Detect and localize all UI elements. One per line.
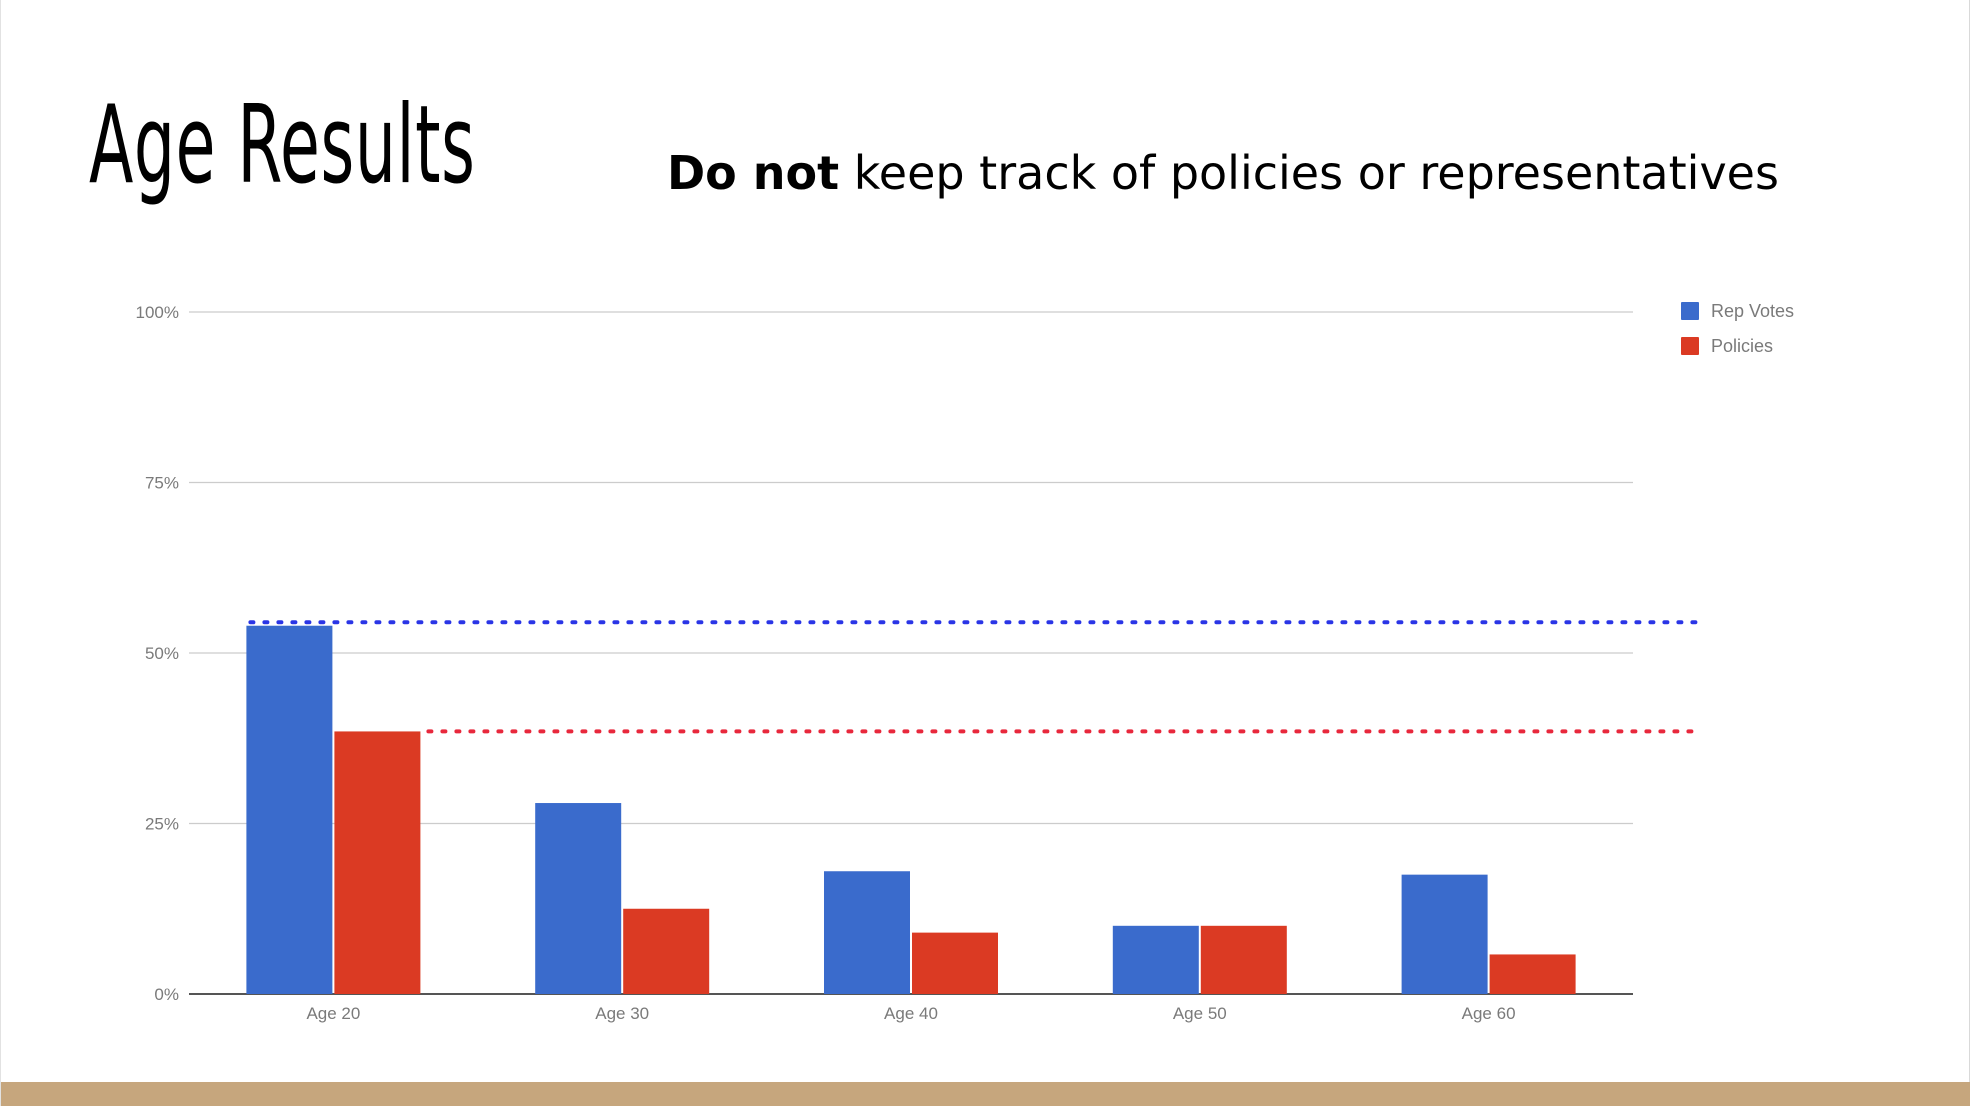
y-tick-label: 100% [136,303,179,322]
slide-title: Age Results [89,83,476,208]
bar-policies [912,932,998,994]
bar-policies [623,908,710,994]
y-tick-label: 75% [145,474,179,493]
bar-policies [1489,954,1576,994]
legend-swatch-rep-votes [1681,302,1699,320]
legend-swatch-policies [1681,337,1699,355]
bar-rep-votes [246,625,333,994]
x-tick-label: Age 20 [306,1004,360,1023]
y-tick-label: 0% [154,985,179,1004]
x-tick-label: Age 40 [884,1004,938,1023]
footer-bar [1,1082,1970,1106]
bar-rep-votes [1112,925,1199,994]
bar-rep-votes [535,803,622,994]
bar-rep-votes [1401,874,1488,994]
x-tick-label: Age 30 [595,1004,649,1023]
y-tick-label: 50% [145,644,179,663]
x-tick-label: Age 60 [1462,1004,1516,1023]
bar-rep-votes [824,871,910,994]
legend-label: Rep Votes [1711,301,1794,321]
bar-policies [1200,925,1287,994]
subtitle-emphasis: Do not [667,146,840,200]
legend-label: Policies [1711,336,1773,356]
bar-policies [334,731,421,994]
x-tick-label: Age 50 [1173,1004,1227,1023]
subtitle-text: keep track of policies or representative… [839,146,1779,200]
y-tick-label: 25% [145,815,179,834]
slide-subtitle: Do not keep track of policies or represe… [667,150,1779,196]
